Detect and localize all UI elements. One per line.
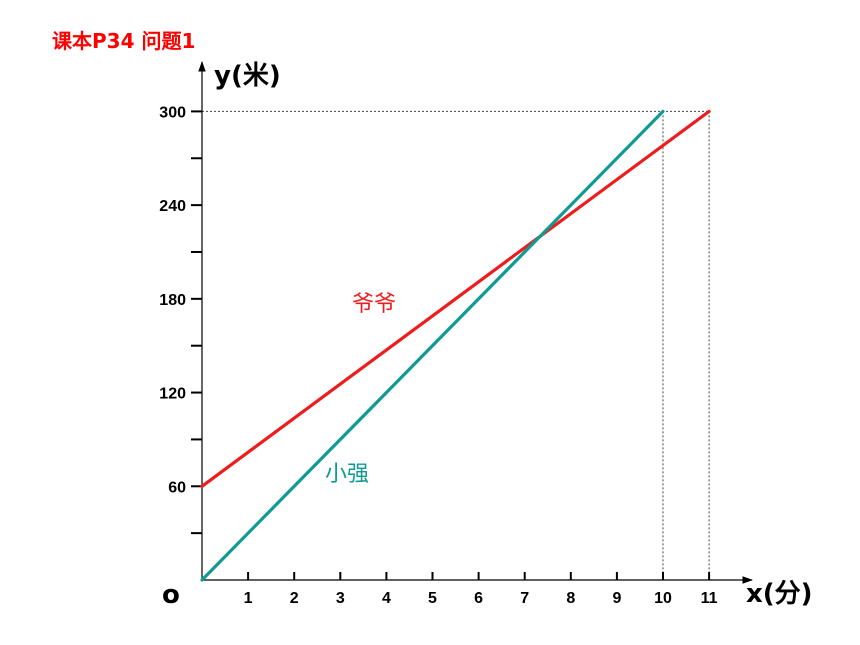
y-axis-label: y(米)	[214, 61, 281, 91]
x-tick-label-9: 9	[612, 590, 621, 607]
x-tick-label-8: 8	[566, 590, 575, 607]
series-label-grandpa: 爷爷	[352, 292, 396, 317]
origin-label: o	[162, 580, 180, 610]
y-tick-label-60: 60	[168, 479, 186, 496]
x-tick-label-11: 11	[701, 590, 718, 607]
x-tick-label-3: 3	[336, 590, 345, 607]
x-tick-label-5: 5	[428, 590, 437, 607]
x-tick-label-4: 4	[382, 590, 391, 607]
y-tick-label-180: 180	[159, 292, 186, 309]
x-tick-label-2: 2	[290, 590, 299, 607]
series-line-0	[200, 109, 711, 488]
series-label-xiaoqiang: 小强	[325, 462, 369, 487]
series-line-1	[200, 109, 665, 582]
ticks: 1 2 3 4 5 6 7 8 9 10 11 60 120 180 240 300	[159, 104, 717, 607]
x-tick-label-6: 6	[474, 590, 483, 607]
reference-lines	[202, 110, 710, 580]
y-tick-label-300: 300	[159, 104, 186, 121]
y-tick-label-120: 120	[159, 386, 186, 403]
x-tick-label-10: 10	[654, 590, 672, 607]
y-tick-label-240: 240	[159, 198, 186, 215]
x-axis-label: x(分)	[746, 579, 813, 609]
chart-title: 课本P34 问题1	[52, 29, 195, 53]
x-tick-label-1: 1	[244, 590, 253, 607]
series-lines	[200, 109, 711, 582]
x-tick-label-7: 7	[520, 590, 529, 607]
